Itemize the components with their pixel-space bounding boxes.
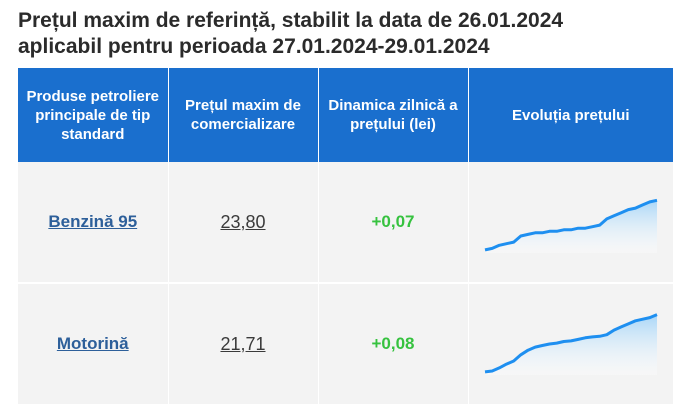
header-daily-change: Dinamica zilnică a prețului (lei) [318,68,469,162]
product-cell: Motorină [18,283,169,406]
sparkline-area [484,200,657,253]
table-header-row: Produse petroliere principale de tip sta… [18,68,673,162]
header-price-evolution: Evoluția prețului [468,68,673,162]
daily-change-motorina: +0,08 [371,334,415,353]
sparkline-motorina [484,313,658,375]
header-max-price: Prețul maxim de comercializare [168,68,319,162]
table-row: Motorină 21,71 +0,08 [18,283,673,406]
change-cell: +0,08 [318,283,469,406]
sparkline-line [484,198,658,252]
title-line-2: aplicabil pentru perioada 27.01.2024-29.… [18,35,490,58]
sparkline-area [484,314,657,375]
price-link-benzina[interactable]: 23,80 [220,211,266,232]
daily-change-benzina: +0,07 [371,212,415,231]
title-line-1: Prețul maxim de referință, stabilit la d… [18,9,564,32]
table-row: Benzină 95 23,80 +0,07 [18,162,673,284]
change-cell: +0,07 [318,162,469,284]
trend-cell [468,162,673,284]
product-link-benzina[interactable]: Benzină 95 [48,212,138,231]
reference-price-table: Produse petroliere principale de tip sta… [18,68,673,406]
trend-cell [468,283,673,406]
sparkline-benzina [484,198,658,253]
product-cell: Benzină 95 [18,162,169,284]
page-title: Prețul maxim de referință, stabilit la d… [18,8,678,60]
sparkline-line [484,313,658,374]
price-cell: 23,80 [168,162,319,284]
price-link-motorina[interactable]: 21,71 [220,333,266,354]
product-link-motorina[interactable]: Motorină [56,334,129,353]
price-cell: 21,71 [168,283,319,406]
header-products: Produse petroliere principale de tip sta… [18,68,169,162]
